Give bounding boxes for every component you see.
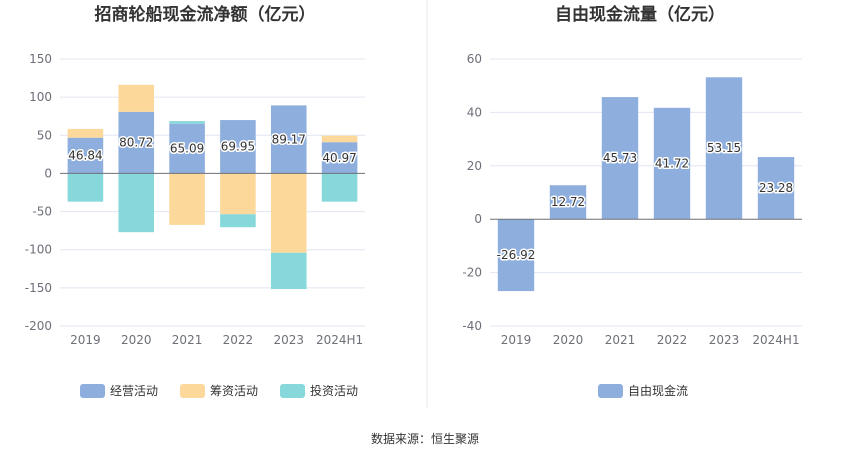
data-source-note: 数据来源：恒生聚源 <box>371 431 479 446</box>
left-chart-title: 招商轮船现金流净额（亿元） <box>95 4 316 25</box>
bar-经营活动-2021[interactable] <box>169 123 205 174</box>
bar-投资活动-2019[interactable] <box>67 173 104 202</box>
bar-经营活动-2023[interactable] <box>270 105 307 174</box>
x-tick-label: 2022 <box>223 333 254 347</box>
x-tick-label: 2019 <box>70 333 101 347</box>
free-cash-flow-chart: 60 40 20 0 -20 -40 2019 2020 2021 2022 2023 2024H1 -… <box>462 52 802 347</box>
y-tick-label: -20 <box>462 266 482 280</box>
y-tick-label: -150 <box>25 281 52 295</box>
net-cash-flow-chart: 150 100 50 0 -50 -100 -150 -200 2019 2020 2021 2022… <box>25 52 365 347</box>
x-tick-label: 2021 <box>605 333 636 347</box>
legend-swatch <box>598 384 623 398</box>
y-tick-label: 50 <box>37 128 52 142</box>
data-label: -26.92 <box>497 248 536 262</box>
bar-自由现金流-2020[interactable] <box>549 185 587 220</box>
right-chart-title: 自由现金流量（亿元） <box>555 4 725 25</box>
bar-筹资活动-2023[interactable] <box>270 173 307 253</box>
bar-自由现金流-2019[interactable] <box>497 219 535 292</box>
bar-筹资活动-2024H1[interactable] <box>321 135 358 143</box>
bar-经营活动-2024H1[interactable] <box>321 142 358 174</box>
left-legend[interactable]: 经营活动 筹资活动 投资活动 <box>80 383 358 398</box>
x-tick-label: 2022 <box>657 333 688 347</box>
bar-经营活动-2019[interactable] <box>67 137 104 174</box>
bar-投资活动-2021[interactable] <box>169 121 205 124</box>
x-tick-label: 2019 <box>501 333 532 347</box>
data-label: 41.72 <box>655 157 689 171</box>
data-label: 23.28 <box>759 181 793 195</box>
legend-label[interactable]: 经营活动 <box>110 384 158 398</box>
y-tick-label: 0 <box>474 212 482 226</box>
legend-swatch <box>280 384 305 398</box>
y-tick-label: 60 <box>467 52 482 66</box>
data-label: 69.95 <box>221 140 255 154</box>
y-tick-label: -40 <box>462 319 482 333</box>
bar-自由现金流-2023[interactable] <box>705 77 743 220</box>
x-tick-label: 2020 <box>553 333 584 347</box>
data-label: 89.17 <box>272 132 306 146</box>
legend-label[interactable]: 筹资活动 <box>210 384 258 398</box>
bar-自由现金流-2022[interactable] <box>653 107 691 220</box>
bar-自由现金流-2024H1[interactable] <box>757 157 795 220</box>
y-tick-label: -50 <box>32 205 52 219</box>
y-tick-label: -200 <box>25 319 52 333</box>
data-label: 12.72 <box>551 195 585 209</box>
y-tick-label: -100 <box>25 243 52 257</box>
bar-投资活动-2024H1[interactable] <box>321 173 358 202</box>
bar-筹资活动-2021[interactable] <box>169 173 205 225</box>
x-tick-label: 2021 <box>172 333 203 347</box>
bar-经营活动-2022[interactable] <box>220 120 256 174</box>
data-label: 45.73 <box>603 151 637 165</box>
y-tick-label: 20 <box>467 159 482 173</box>
legend-label[interactable]: 投资活动 <box>310 383 358 398</box>
y-tick-label: 0 <box>44 166 52 180</box>
legend-swatch <box>180 384 205 398</box>
data-label: 40.97 <box>322 151 356 165</box>
data-label: 46.84 <box>68 149 102 163</box>
y-tick-label: 150 <box>29 52 52 66</box>
bar-筹资活动-2019[interactable] <box>67 128 104 138</box>
bar-投资活动-2020[interactable] <box>118 173 155 233</box>
legend-label[interactable]: 自由现金流 <box>628 383 688 398</box>
x-tick-label: 2024H1 <box>752 333 799 347</box>
bar-筹资活动-2022[interactable] <box>220 173 256 215</box>
legend-swatch <box>80 384 105 398</box>
bar-自由现金流-2021[interactable] <box>601 97 639 220</box>
bar-投资活动-2022[interactable] <box>220 214 256 228</box>
data-label: 80.72 <box>119 136 153 150</box>
x-tick-label: 2023 <box>709 333 740 347</box>
bar-筹资活动-2020[interactable] <box>118 84 155 112</box>
right-legend[interactable]: 自由现金流 <box>598 383 688 398</box>
y-tick-label: 40 <box>467 105 482 119</box>
x-tick-label: 2024H1 <box>316 333 363 347</box>
y-tick-label: 100 <box>29 90 52 104</box>
bar-投资活动-2023[interactable] <box>270 252 307 290</box>
data-label: 65.09 <box>170 142 204 156</box>
x-tick-label: 2023 <box>273 333 304 347</box>
x-tick-label: 2020 <box>121 333 152 347</box>
data-label: 53.15 <box>707 141 741 155</box>
bar-经营活动-2020[interactable] <box>118 111 155 174</box>
